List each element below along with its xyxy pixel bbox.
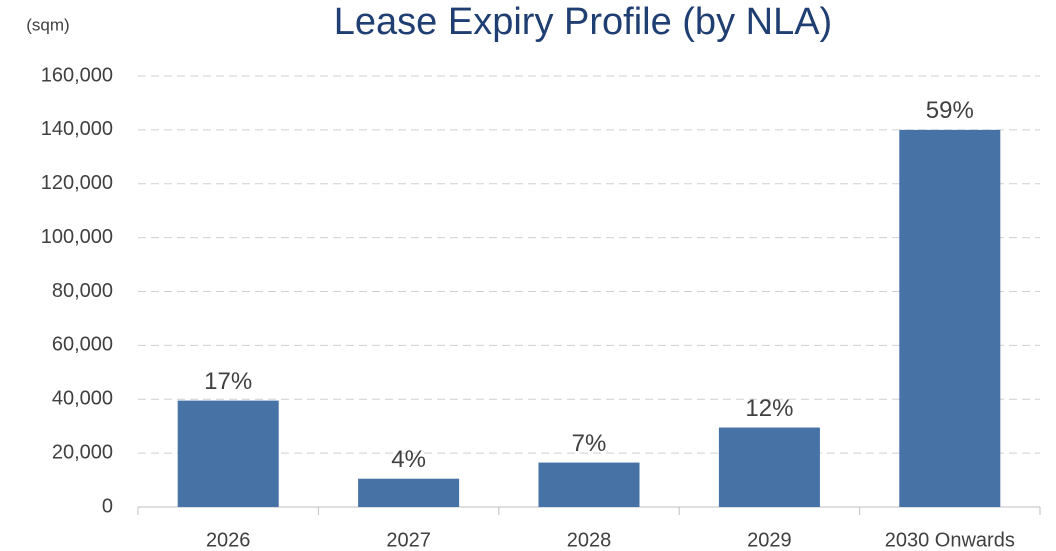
bar — [538, 462, 640, 507]
x-tick-label: 2028 — [567, 529, 612, 551]
bar — [718, 427, 820, 507]
y-tick-label: 160,000 — [41, 64, 113, 86]
x-tick-label: 2026 — [206, 529, 251, 551]
y-tick-label: 100,000 — [41, 226, 113, 248]
y-tick-label: 80,000 — [52, 280, 113, 302]
y-tick-label: 0 — [102, 495, 113, 517]
y-tick-label: 40,000 — [52, 388, 113, 410]
y-tick-label: 120,000 — [41, 172, 113, 194]
data-label: 7% — [572, 430, 607, 457]
x-tick-label: 2029 — [747, 529, 792, 551]
y-tick-label: 140,000 — [41, 118, 113, 140]
y-tick-label: 60,000 — [52, 334, 113, 356]
y-axis-label: (sqm) — [26, 15, 69, 34]
bar — [177, 400, 279, 507]
bar — [899, 129, 1001, 507]
data-label: 17% — [204, 368, 252, 395]
chart-title: Lease Expiry Profile (by NLA) — [334, 1, 832, 43]
data-label: 4% — [391, 446, 426, 473]
x-tick-label: 2030 Onwards — [885, 529, 1015, 551]
data-label: 12% — [745, 395, 793, 422]
y-tick-label: 20,000 — [52, 441, 113, 463]
bar — [358, 478, 460, 507]
x-tick-label: 2027 — [386, 529, 431, 551]
data-label: 59% — [926, 97, 974, 124]
